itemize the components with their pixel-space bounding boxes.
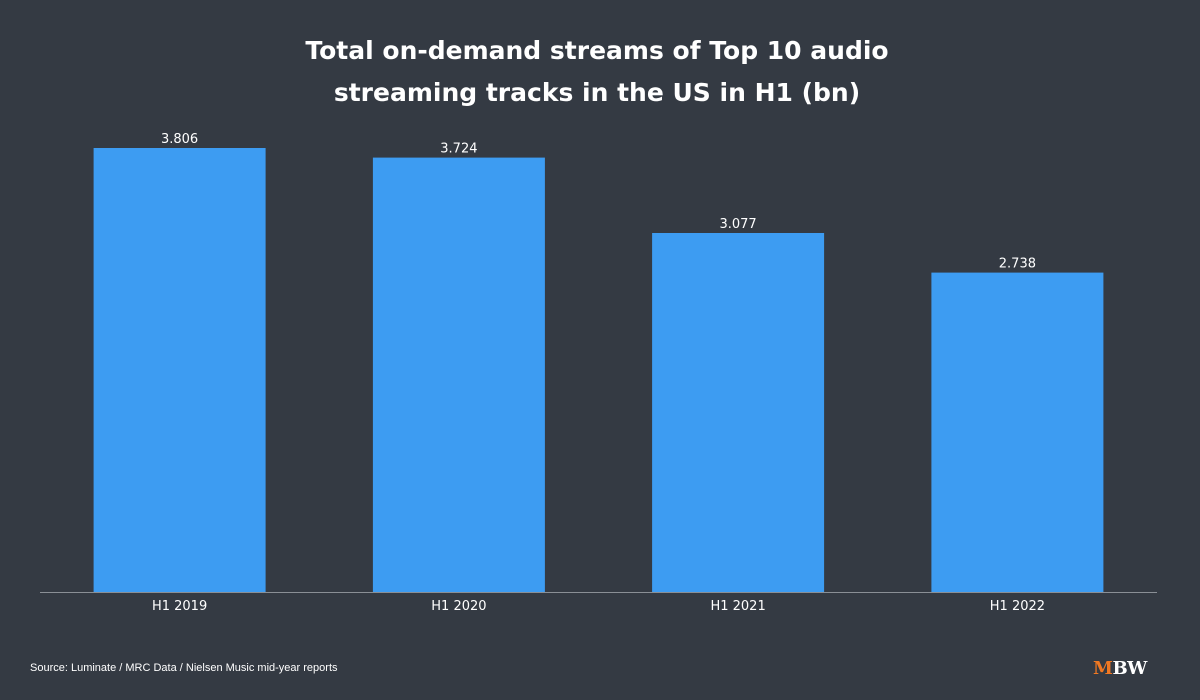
- bar-h1-2019: [93, 148, 266, 592]
- data-label: 2.738: [999, 257, 1036, 272]
- logo-accent-letter: M: [1093, 658, 1113, 679]
- chart-title: Total on-demand streams of Top 10 audio …: [0, 30, 1194, 114]
- x-tick-label: H1 2021: [710, 599, 765, 614]
- bar-h1-2020: [372, 157, 545, 592]
- x-tick-label: H1 2020: [431, 599, 486, 614]
- data-label: 3.077: [719, 217, 756, 232]
- source-note: Source: Luminate / MRC Data / Nielsen Mu…: [30, 662, 338, 674]
- mbw-logo: MBW: [1093, 658, 1147, 679]
- chart-title-line-1: Total on-demand streams of Top 10 audio: [305, 36, 889, 65]
- chart-title-line-2: streaming tracks in the US in H1 (bn): [333, 78, 861, 107]
- bar-h1-2022: [931, 272, 1104, 592]
- logo-letters: BW: [1112, 658, 1147, 679]
- data-label: 3.806: [161, 132, 198, 147]
- x-tick-label: H1 2019: [152, 599, 207, 614]
- bar-h1-2021: [652, 233, 825, 592]
- x-tick-label: H1 2022: [990, 599, 1045, 614]
- data-label: 3.724: [440, 142, 477, 157]
